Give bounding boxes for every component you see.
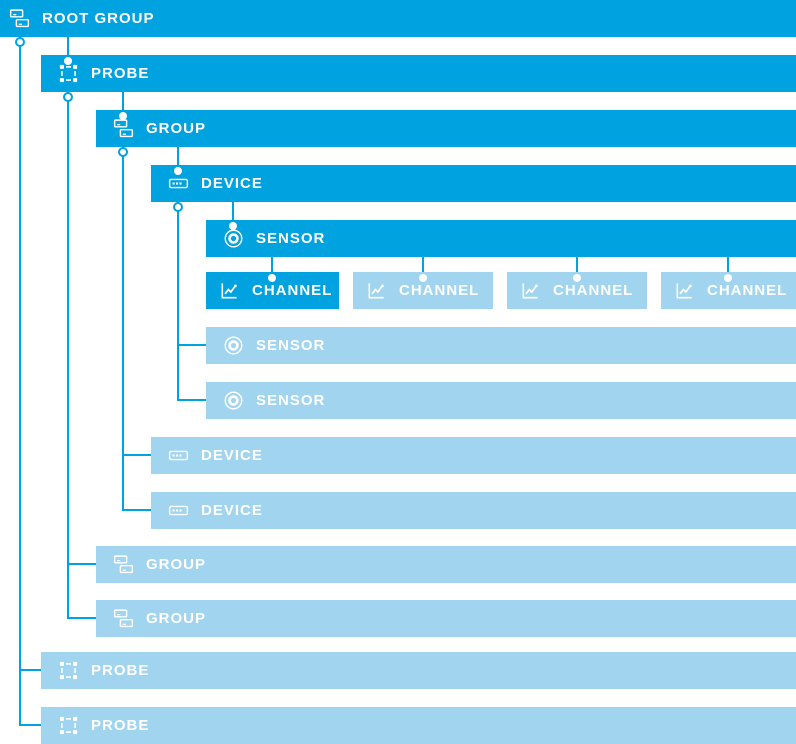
connector-dot <box>573 274 581 282</box>
node-label: PROBE <box>91 717 150 734</box>
node-label: CHANNEL <box>399 282 480 299</box>
connector-dot <box>268 274 276 282</box>
node-label: CHANNEL <box>707 282 788 299</box>
node-group-1[interactable]: GROUP <box>96 110 796 147</box>
channel-icon <box>673 279 696 302</box>
device-icon <box>167 444 190 467</box>
connector-dot <box>419 274 427 282</box>
group-icon <box>112 553 135 576</box>
connector-dot <box>64 57 72 65</box>
node-label: SENSOR <box>256 337 326 354</box>
connector-dot <box>229 222 237 230</box>
group-icon <box>112 607 135 630</box>
connector-dot <box>173 202 183 212</box>
node-label: CHANNEL <box>252 282 333 299</box>
node-label: SENSOR <box>256 230 326 247</box>
node-label: SENSOR <box>256 392 326 409</box>
sensor-icon <box>222 389 245 412</box>
node-probe-1[interactable]: PROBE <box>41 55 796 92</box>
node-sensor-2[interactable]: SENSOR <box>206 327 796 364</box>
probe-icon <box>57 659 80 682</box>
node-channel-3[interactable]: CHANNEL <box>507 272 647 309</box>
connector-line <box>122 454 153 456</box>
node-label: GROUP <box>146 556 207 573</box>
node-root-group[interactable]: ROOT GROUP <box>0 0 796 37</box>
connector-line <box>177 147 179 165</box>
node-device-1[interactable]: DEVICE <box>151 165 796 202</box>
connector-dot <box>118 147 128 157</box>
connector-line <box>422 257 424 272</box>
connector-line <box>122 509 153 511</box>
node-label: PROBE <box>91 65 150 82</box>
connector-line <box>177 344 208 346</box>
node-label: GROUP <box>146 610 207 627</box>
connector-line <box>67 37 69 55</box>
connector-line <box>122 92 124 110</box>
probe-icon <box>57 714 80 737</box>
connector-line <box>271 257 273 272</box>
sensor-icon <box>222 334 245 357</box>
node-label: ROOT GROUP <box>42 10 155 27</box>
node-device-2[interactable]: DEVICE <box>151 437 796 474</box>
connector-dot <box>724 274 732 282</box>
connector-line <box>67 563 98 565</box>
connector-line <box>19 724 43 726</box>
connector-dot <box>63 92 73 102</box>
node-sensor-1[interactable]: SENSOR <box>206 220 796 257</box>
connector-line <box>67 617 98 619</box>
connector-dot <box>119 112 127 120</box>
connector-line <box>19 669 43 671</box>
connector-line <box>177 399 208 401</box>
node-group-2[interactable]: GROUP <box>96 546 796 583</box>
connector-line <box>177 202 179 401</box>
channel-icon <box>365 279 388 302</box>
node-device-3[interactable]: DEVICE <box>151 492 796 529</box>
node-label: DEVICE <box>201 447 263 464</box>
node-probe-2[interactable]: PROBE <box>41 652 796 689</box>
node-sensor-3[interactable]: SENSOR <box>206 382 796 419</box>
device-icon <box>167 172 190 195</box>
connector-line <box>576 257 578 272</box>
node-label: GROUP <box>146 120 207 137</box>
channel-icon <box>218 279 241 302</box>
connector-dot <box>15 37 25 47</box>
connector-dot <box>174 167 182 175</box>
node-label: CHANNEL <box>553 282 634 299</box>
channel-icon <box>519 279 542 302</box>
connector-line <box>122 147 124 511</box>
device-icon <box>167 499 190 522</box>
node-probe-3[interactable]: PROBE <box>41 707 796 744</box>
connector-line <box>19 37 21 726</box>
probe-icon <box>57 62 80 85</box>
connector-line <box>727 257 729 272</box>
sensor-icon <box>222 227 245 250</box>
connector-line <box>232 202 234 220</box>
group-icon <box>112 117 135 140</box>
node-channel-4[interactable]: CHANNEL <box>661 272 796 309</box>
node-label: PROBE <box>91 662 150 679</box>
group-icon <box>8 7 31 30</box>
connector-line <box>67 92 69 619</box>
node-group-3[interactable]: GROUP <box>96 600 796 637</box>
node-label: DEVICE <box>201 502 263 519</box>
node-label: DEVICE <box>201 175 263 192</box>
